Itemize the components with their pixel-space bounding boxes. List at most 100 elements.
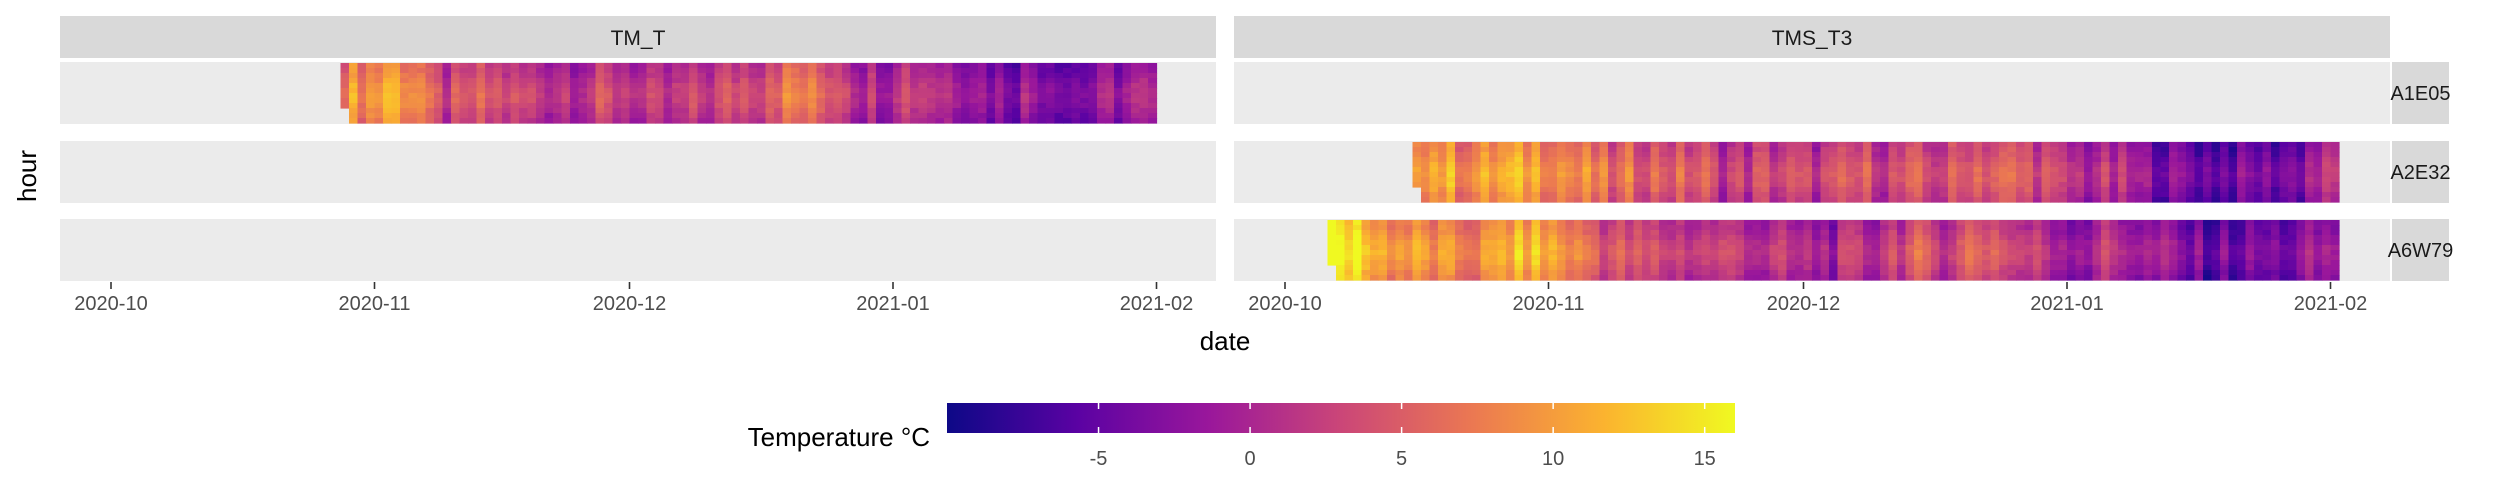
x-axis-title: date	[1200, 326, 1251, 356]
heatmap-cell	[1990, 192, 2000, 198]
heatmap-cell	[587, 108, 597, 114]
heatmap-cell	[2279, 230, 2289, 236]
heatmap-cell	[2313, 225, 2323, 231]
heatmap-cell	[1370, 245, 1380, 251]
heatmap-cell	[2101, 275, 2111, 281]
heatmap-cell	[1701, 250, 1711, 256]
heatmap-cell	[2152, 187, 2162, 193]
heatmap-cell	[689, 113, 699, 119]
heatmap-cell	[1973, 235, 1983, 241]
heatmap-cell	[1591, 245, 1601, 251]
heatmap-cell	[2135, 192, 2145, 198]
heatmap-cell	[1455, 250, 1465, 256]
heatmap-cell	[697, 113, 707, 119]
heatmap-cell	[2228, 225, 2238, 231]
heatmap-cell	[1718, 240, 1728, 246]
heatmap-cell	[417, 98, 427, 104]
heatmap-cell	[1412, 177, 1422, 183]
heatmap-cell	[638, 108, 648, 114]
heatmap-cell	[527, 73, 537, 79]
heatmap-cell	[1497, 270, 1507, 276]
heatmap-cell	[1973, 275, 1983, 281]
heatmap-cell	[1880, 197, 1890, 203]
heatmap-cell	[1591, 197, 1601, 203]
heatmap-cell	[2177, 250, 2187, 256]
heatmap-cell	[2016, 245, 2026, 251]
heatmap-cell	[1633, 152, 1643, 158]
heatmap-cell	[1463, 265, 1473, 271]
heatmap-cell	[2186, 270, 2196, 276]
heatmap-cell	[1871, 192, 1881, 198]
heatmap-cell	[485, 103, 495, 109]
heatmap-cell	[1497, 187, 1507, 193]
heatmap-cell	[1931, 255, 1941, 261]
heatmap-cell	[952, 78, 962, 84]
heatmap-cell	[1965, 270, 1975, 276]
panel-TMS_T3-A1E05	[1234, 62, 2390, 124]
heatmap-cell	[1965, 182, 1975, 188]
heatmap-cell	[1582, 192, 1592, 198]
heatmap-cell	[1455, 182, 1465, 188]
heatmap-cell	[2211, 187, 2221, 193]
heatmap-cell	[1905, 260, 1915, 266]
heatmap-cell	[340, 103, 350, 109]
heatmap-cell	[595, 118, 605, 124]
heatmap-cell	[731, 88, 741, 94]
heatmap-cell	[1693, 260, 1703, 266]
heatmap-cell	[1880, 270, 1890, 276]
heatmap-cell	[1982, 162, 1992, 168]
heatmap-cell	[1063, 118, 1073, 124]
heatmap-cell	[1378, 235, 1388, 241]
heatmap-cell	[1574, 235, 1584, 241]
heatmap-cell	[1344, 240, 1354, 246]
heatmap-cell	[774, 93, 784, 99]
heatmap-cell	[2075, 167, 2085, 173]
heatmap-cell	[2330, 142, 2340, 148]
heatmap-cell	[391, 68, 401, 74]
heatmap-cell	[1582, 182, 1592, 188]
heatmap-cell	[1540, 172, 1550, 178]
heatmap-cell	[1616, 230, 1626, 236]
heatmap-cell	[1446, 250, 1456, 256]
heatmap-cell	[842, 113, 852, 119]
heatmap-cell	[2203, 240, 2213, 246]
heatmap-cell	[1531, 172, 1541, 178]
heatmap-cell	[1880, 220, 1890, 226]
heatmap-cell	[459, 63, 469, 69]
heatmap-cell	[825, 63, 835, 69]
heatmap-cell	[1591, 275, 1601, 281]
heatmap-cell	[2135, 245, 2145, 251]
heatmap-cell	[1710, 235, 1720, 241]
heatmap-cell	[672, 78, 682, 84]
heatmap-cell	[1956, 270, 1966, 276]
heatmap-cell	[646, 98, 656, 104]
heatmap-cell	[1071, 108, 1081, 114]
heatmap-cell	[1650, 260, 1660, 266]
heatmap-cell	[986, 98, 996, 104]
heatmap-cell	[833, 73, 843, 79]
heatmap-cell	[1446, 187, 1456, 193]
heatmap-cell	[825, 98, 835, 104]
heatmap-cell	[417, 108, 427, 114]
heatmap-cell	[2101, 230, 2111, 236]
heatmap-cell	[748, 88, 758, 94]
heatmap-cell	[2296, 187, 2306, 193]
heatmap-cell	[2186, 225, 2196, 231]
heatmap-cell	[502, 118, 512, 124]
heatmap-cell	[374, 78, 384, 84]
heatmap-cell	[2245, 230, 2255, 236]
heatmap-cell	[425, 93, 435, 99]
heatmap-cell	[1948, 167, 1958, 173]
heatmap-cell	[918, 68, 928, 74]
heatmap-cell	[1633, 255, 1643, 261]
heatmap-cell	[2041, 235, 2051, 241]
heatmap-cell	[1863, 240, 1873, 246]
heatmap-cell	[1786, 192, 1796, 198]
heatmap-cell	[697, 73, 707, 79]
heatmap-cell	[697, 88, 707, 94]
heatmap-cell	[2228, 197, 2238, 203]
heatmap-cell	[1029, 93, 1039, 99]
heatmap-cell	[2075, 250, 2085, 256]
heatmap-cell	[1922, 225, 1932, 231]
heatmap-cell	[1421, 275, 1431, 281]
